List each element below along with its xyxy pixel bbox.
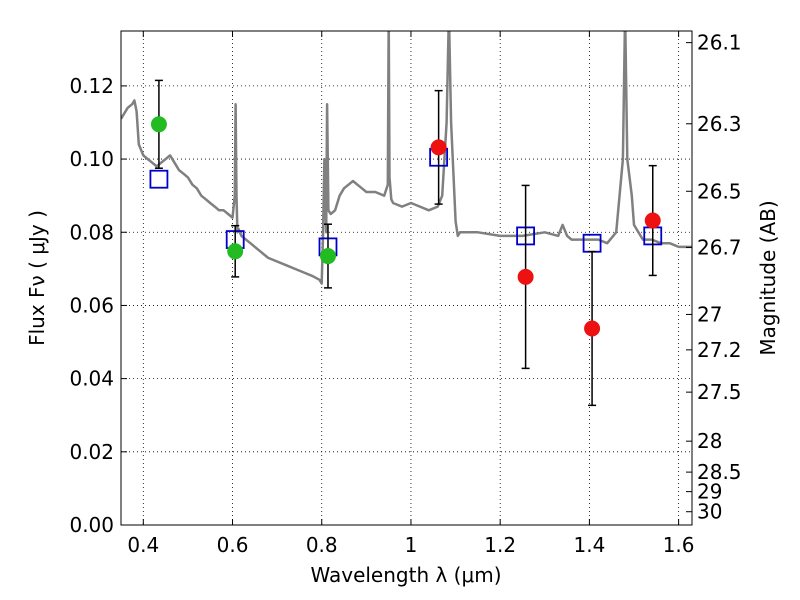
mag-tick-label: 28.5 (697, 460, 742, 484)
model-photometry-point (149, 169, 169, 189)
model-photometry-point (582, 233, 602, 253)
mag-tick-label: 26.1 (697, 31, 742, 55)
observed-point (150, 116, 167, 133)
x-tick-label: 1.6 (663, 533, 695, 557)
mag-tick-label: 27 (697, 302, 722, 326)
mag-tick-label: 30 (697, 500, 722, 524)
observed-point (319, 248, 336, 265)
observed-point (430, 139, 447, 156)
x-tick-label: 0.6 (217, 533, 249, 557)
y-tick-label: 0.08 (69, 220, 114, 244)
observed-point (644, 212, 661, 229)
spectrum-line (121, 31, 692, 285)
axes: 0.4 0.6 0.8 1 1.2 1.4 1.6 0.00 0.02 0.04 0.06 0.08 0… (69, 31, 741, 557)
x-axis-title: Wavelength λ (μm) (310, 563, 501, 587)
series-layer (121, 31, 692, 407)
mag-tick-label: 26.3 (697, 112, 742, 136)
y-tick-label: 0.00 (69, 513, 114, 537)
y-tick-label: 0.06 (69, 293, 114, 317)
y-tick-label: 0.10 (69, 147, 114, 171)
x-tick-label: 1 (405, 533, 418, 557)
x-tick-label: 0.4 (127, 533, 159, 557)
mag-tick-label: 27.2 (697, 338, 742, 362)
mag-tick-label: 26.7 (697, 235, 742, 259)
observed-point (227, 243, 244, 260)
observed-point (584, 320, 601, 337)
y-tick-label: 0.12 (69, 74, 114, 98)
x-tick-label: 1.2 (484, 533, 516, 557)
y-axis-title: Flux Fν ( μJy ) (25, 210, 49, 346)
mag-tick-label: 28 (697, 429, 722, 453)
grid (121, 31, 692, 526)
mag-tick-label: 27.5 (697, 380, 742, 404)
mag-tick-label: 26.5 (697, 179, 742, 203)
y-tick-label: 0.04 (69, 367, 114, 391)
right-axis-title: Magnitude (AB) (756, 200, 780, 355)
x-tick-label: 1.4 (573, 533, 605, 557)
plot-frame (120, 30, 693, 526)
mag-tick-label: 29 (697, 480, 722, 504)
plot-area (121, 31, 692, 407)
x-tick-label: 0.8 (306, 533, 338, 557)
y-tick-label: 0.02 (69, 440, 114, 464)
observed-point (517, 268, 534, 285)
